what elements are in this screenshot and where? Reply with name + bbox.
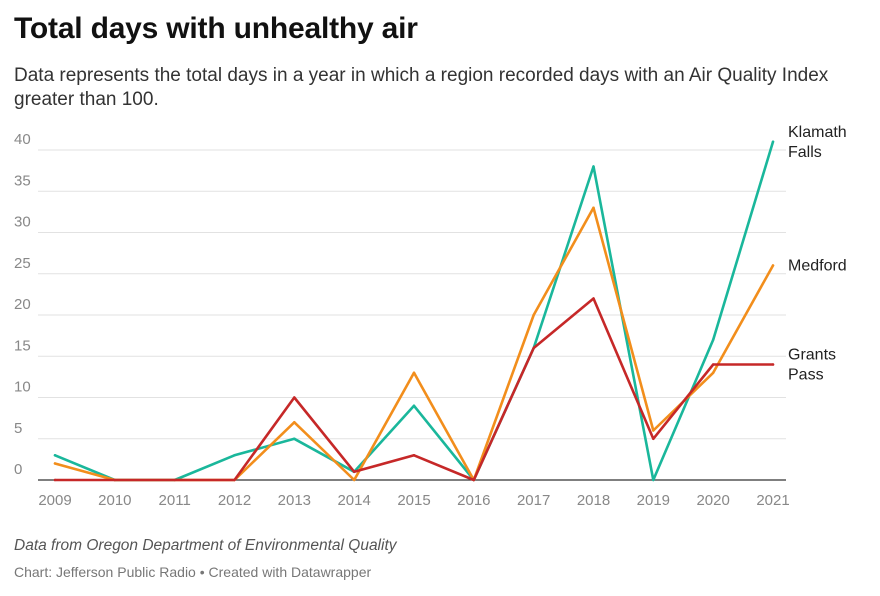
x-tick-label: 2009 (38, 492, 71, 509)
series-line-klamath-falls (53, 140, 775, 482)
source-note: Data from Oregon Department of Environme… (14, 537, 397, 554)
x-tick-label: 2012 (218, 492, 251, 509)
data-point (412, 371, 416, 374)
x-tick-label: 2020 (696, 492, 729, 509)
data-point (652, 478, 655, 482)
data-point (233, 454, 236, 457)
x-tick-label: 2016 (457, 492, 490, 509)
series-label: Grants (788, 347, 836, 364)
data-point (53, 454, 57, 457)
x-tick-label: 2021 (756, 492, 789, 509)
data-point (173, 478, 176, 482)
data-point (652, 437, 655, 440)
y-tick-label: 35 (14, 172, 31, 189)
chart-title: Total days with unhealthy air (14, 12, 418, 45)
data-point (53, 478, 57, 482)
data-point (113, 478, 117, 482)
data-point (771, 264, 775, 267)
y-tick-label: 40 (14, 131, 31, 148)
chart-subtitle: Data represents the total days in a year… (14, 65, 829, 110)
y-tick-label: 20 (14, 296, 31, 313)
data-point (592, 165, 595, 168)
x-tick-label: 2014 (337, 492, 370, 509)
data-point (293, 421, 296, 424)
gridlines (38, 149, 786, 481)
data-point (771, 363, 775, 366)
data-point (233, 478, 236, 482)
series-label: Pass (788, 367, 824, 384)
y-tick-label: 25 (14, 255, 31, 272)
x-tick-label: 2013 (278, 492, 311, 509)
data-point (592, 297, 595, 300)
x-tick-label: 2018 (577, 492, 610, 509)
data-point (412, 404, 416, 407)
data-point (532, 346, 535, 350)
data-point (592, 206, 595, 209)
series-lines (53, 140, 775, 482)
x-tick-label: 2015 (397, 492, 430, 509)
line-chart: 0 5 10 15 20 25 30 35 40 2009 2010 2011 2012 2013 201… (14, 124, 847, 509)
data-point (711, 371, 715, 374)
series-label: Falls (788, 144, 822, 161)
data-point (472, 478, 476, 482)
data-point (352, 478, 356, 482)
series-label: Medford (788, 258, 847, 275)
data-point (352, 470, 356, 473)
data-point (53, 462, 57, 465)
data-point (771, 140, 775, 143)
y-tick-label: 30 (14, 214, 31, 231)
y-tick-label: 5 (14, 420, 22, 437)
series-label: Klamath (788, 124, 847, 141)
x-tick-label: 2017 (517, 492, 550, 509)
series-labels: Klamath Falls Medford Grants Pass (788, 124, 847, 384)
y-tick-label: 0 (14, 461, 22, 478)
data-point (293, 437, 296, 440)
x-tick-label: 2011 (159, 492, 191, 509)
credit-note: Chart: Jefferson Public Radio • Created … (14, 564, 372, 580)
x-tick-label: 2010 (98, 492, 131, 509)
data-point (652, 429, 655, 432)
data-point (532, 313, 535, 317)
data-point (711, 363, 715, 366)
x-axis-ticks: 2009 2010 2011 2012 2013 2014 2015 2016 2017 2018… (38, 492, 789, 509)
data-point (293, 396, 296, 399)
y-tick-label: 10 (14, 379, 31, 396)
data-point (412, 454, 416, 457)
y-tick-label: 15 (14, 337, 31, 354)
data-point (711, 338, 715, 341)
x-tick-label: 2019 (637, 492, 670, 509)
y-axis-ticks: 0 5 10 15 20 25 30 35 40 (14, 131, 31, 478)
